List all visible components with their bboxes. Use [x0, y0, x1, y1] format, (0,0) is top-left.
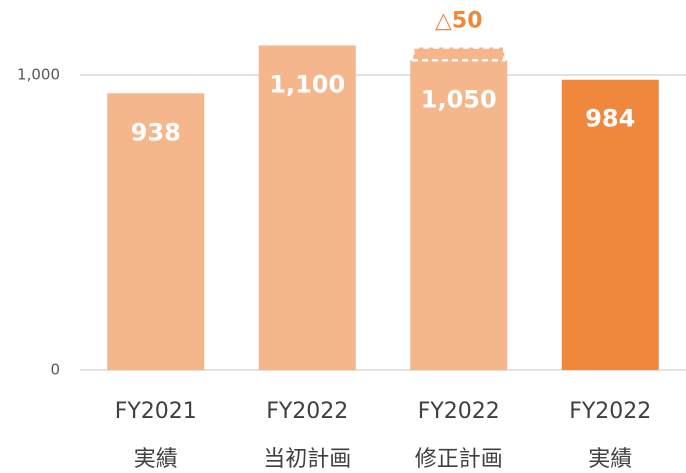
- value-label: 1,050: [421, 85, 497, 113]
- x-tick-label: FY2021: [115, 399, 197, 424]
- x-tick-label: 実績: [588, 447, 632, 472]
- value-label: 984: [585, 105, 635, 133]
- bar: [561, 79, 659, 370]
- x-tick-label: FY2022: [418, 399, 500, 424]
- x-tick-label: 実績: [134, 447, 178, 472]
- change-outline: [412, 46, 506, 62]
- x-tick-label: FY2022: [266, 399, 348, 424]
- y-tick-label: 1,000: [17, 66, 60, 84]
- value-label: 1,100: [269, 71, 345, 99]
- bar: [258, 45, 356, 370]
- bar: [410, 60, 508, 370]
- x-tick-label: FY2022: [569, 399, 651, 424]
- change-label: △50: [435, 9, 483, 34]
- value-label: 938: [131, 118, 181, 146]
- x-tick-label: 当初計画: [263, 447, 351, 472]
- y-tick-label: 0: [50, 361, 60, 379]
- x-tick-label: 修正計画: [415, 447, 503, 472]
- bar: [107, 93, 205, 370]
